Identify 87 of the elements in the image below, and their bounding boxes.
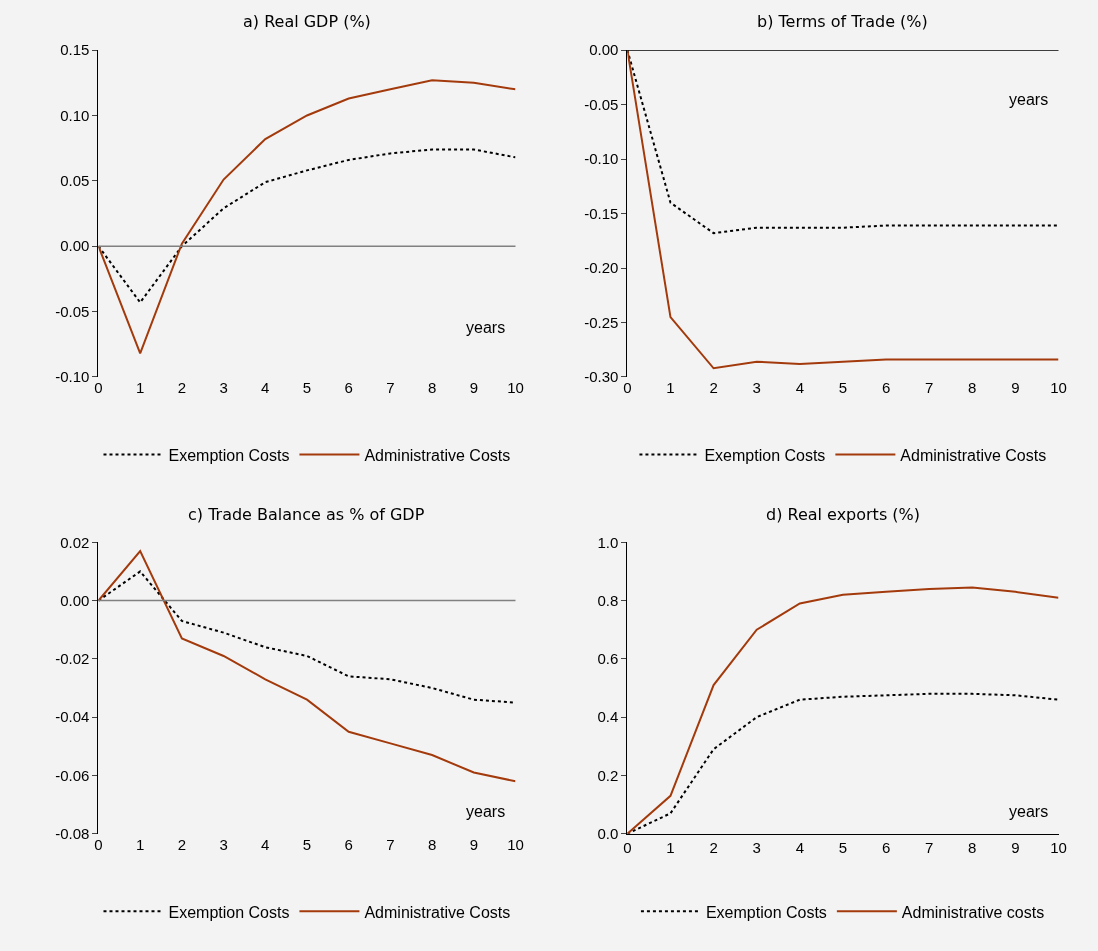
x-tick-label: 3 xyxy=(219,835,228,853)
x-tick-label: 1 xyxy=(136,835,145,853)
legend-label: Exemption Costs xyxy=(168,446,290,464)
x-tick-label: 0 xyxy=(623,838,632,856)
legend-label: Exemption Costs xyxy=(168,903,290,921)
x-tick-label: 5 xyxy=(838,379,848,396)
y-tick-label: 0.0 xyxy=(597,824,619,842)
chart-title: b) Terms of Trade (%) xyxy=(757,12,928,31)
y-tick-label: -0.10 xyxy=(55,368,90,386)
x-tick-label: 8 xyxy=(968,379,977,396)
x-tick-label: 10 xyxy=(507,835,524,853)
x-tick-label: 0 xyxy=(94,379,103,396)
y-tick-label: 0.10 xyxy=(60,106,90,124)
x-tick-label: 5 xyxy=(838,838,848,856)
y-tick-label: 1.0 xyxy=(597,533,619,551)
y-tick-label: 0.6 xyxy=(597,650,619,668)
x-tick-label: 1 xyxy=(666,379,675,396)
x-tick-label: 9 xyxy=(469,835,478,853)
y-tick-label: -0.15 xyxy=(584,204,619,222)
y-tick-label: -0.30 xyxy=(584,368,619,386)
y-tick-label: 0.02 xyxy=(60,533,90,551)
x-tick-label: 9 xyxy=(1011,838,1020,856)
x-tick-label: 5 xyxy=(302,835,312,853)
y-tick-label: -0.25 xyxy=(584,313,619,331)
y-tick-label: -0.06 xyxy=(55,766,90,784)
legend-label: Exemption Costs xyxy=(704,446,826,464)
x-tick-label: 6 xyxy=(344,835,353,853)
x-tick-label: 2 xyxy=(177,835,187,853)
x-tick-label: 4 xyxy=(795,838,804,856)
x-tick-label: 3 xyxy=(752,379,761,396)
x-tick-label: 10 xyxy=(1050,379,1067,396)
x-tick-label: 6 xyxy=(881,838,891,856)
y-tick-label: 0.00 xyxy=(589,41,619,59)
y-tick-label: -0.04 xyxy=(55,708,90,726)
legend-label: Administrative costs xyxy=(901,903,1045,921)
line-series xyxy=(98,550,516,783)
x-tick-label: 8 xyxy=(427,835,437,853)
legend-label: Administrative Costs xyxy=(364,903,511,921)
chart-title: d) Real exports (%) xyxy=(766,505,920,524)
x-tick-label: 6 xyxy=(881,379,891,396)
y-tick-label: -0.10 xyxy=(584,150,619,168)
y-tick-label: -0.05 xyxy=(584,95,619,113)
x-tick-label: 2 xyxy=(709,379,718,396)
y-tick-label: 0.00 xyxy=(60,591,90,609)
y-tick-label: -0.08 xyxy=(55,824,90,842)
x-axis-title: years xyxy=(466,319,506,336)
x-tick-label: 9 xyxy=(469,379,478,396)
y-tick-label: 0.05 xyxy=(60,172,90,190)
x-tick-label: 7 xyxy=(386,379,395,396)
x-tick-label: 4 xyxy=(795,379,804,396)
legend-label: Exemption Costs xyxy=(705,903,827,921)
y-tick-label: 0.4 xyxy=(597,708,619,726)
chart-title: a) Real GDP (%) xyxy=(243,12,371,31)
x-tick-label: 0 xyxy=(623,379,632,396)
x-tick-label: 8 xyxy=(427,379,437,396)
x-tick-label: 2 xyxy=(177,379,187,396)
x-tick-label: 10 xyxy=(1050,838,1067,856)
x-tick-label: 7 xyxy=(386,835,395,853)
x-tick-label: 7 xyxy=(924,379,934,396)
y-tick-label: -0.02 xyxy=(55,650,90,668)
x-axis-title: years xyxy=(1009,91,1049,108)
x-tick-label: 3 xyxy=(219,379,228,396)
x-tick-label: 8 xyxy=(968,838,977,856)
x-tick-label: 10 xyxy=(507,379,524,396)
line-series xyxy=(98,79,516,355)
y-tick-label: 0.00 xyxy=(60,237,90,255)
x-tick-label: 3 xyxy=(752,838,761,856)
x-tick-label: 1 xyxy=(136,379,145,396)
y-tick-label: 0.2 xyxy=(597,766,619,784)
x-tick-label: 6 xyxy=(344,379,353,396)
x-axis-title: years xyxy=(1009,803,1049,820)
y-tick-label: 0.15 xyxy=(60,41,90,59)
x-tick-label: 4 xyxy=(261,379,270,396)
y-tick-label: -0.05 xyxy=(55,302,90,320)
x-axis-title: years xyxy=(466,803,506,820)
x-tick-label: 1 xyxy=(666,838,675,856)
x-tick-label: 7 xyxy=(924,838,934,856)
x-tick-label: 2 xyxy=(709,838,718,856)
x-tick-label: 5 xyxy=(302,379,312,396)
y-tick-label: 0.8 xyxy=(597,591,619,609)
y-tick-label: -0.20 xyxy=(584,259,619,277)
x-tick-label: 9 xyxy=(1011,379,1020,396)
legend-label: Administrative Costs xyxy=(364,446,511,464)
x-tick-label: 4 xyxy=(261,835,270,853)
chart-title: c) Trade Balance as % of GDP xyxy=(188,505,425,524)
legend-label: Administrative Costs xyxy=(900,446,1047,464)
x-tick-label: 0 xyxy=(94,835,103,853)
